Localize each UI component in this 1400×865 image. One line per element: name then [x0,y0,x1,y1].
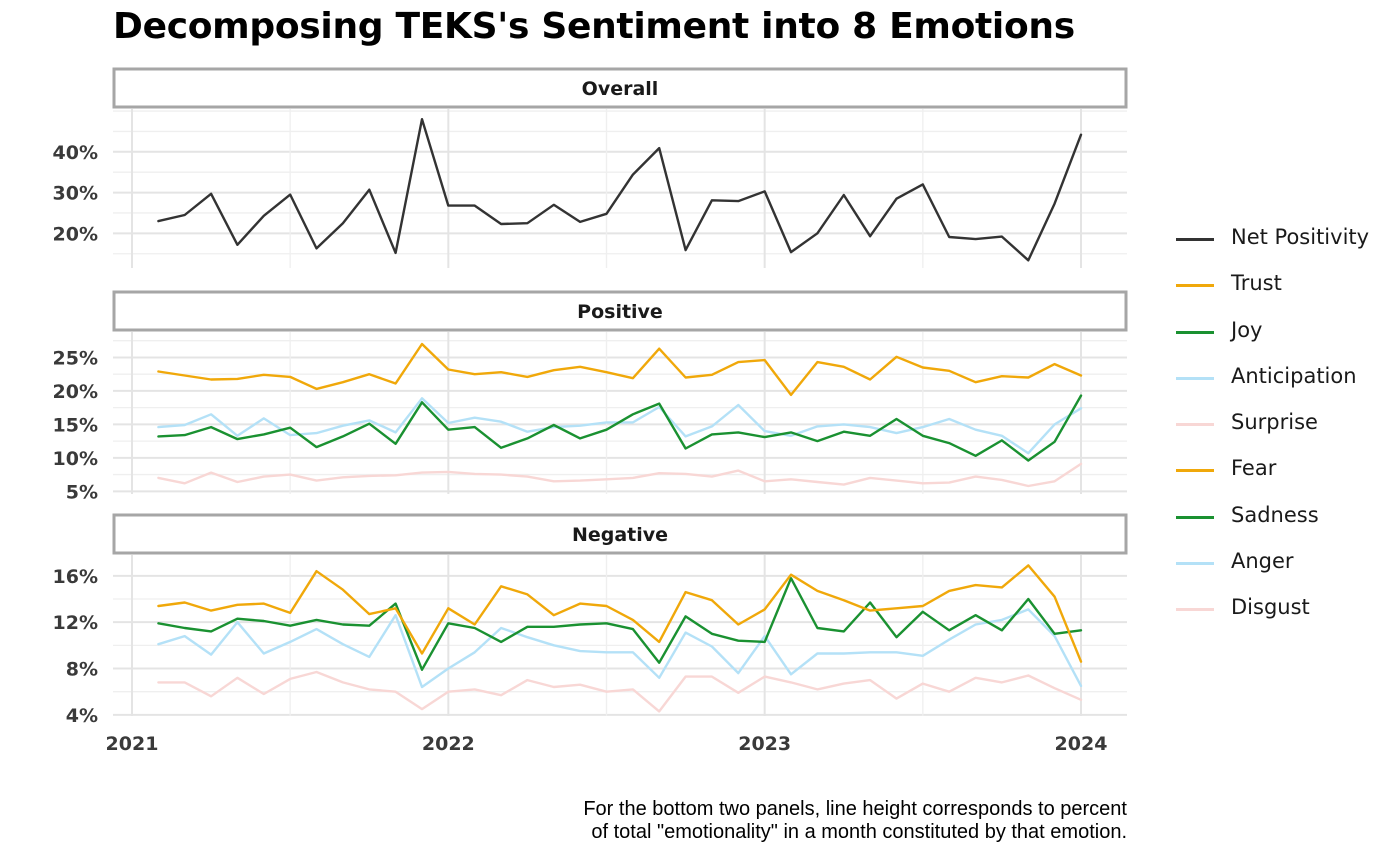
legend-label: Joy [1231,317,1263,342]
facet-strip-label: Positive [577,301,663,323]
facet-strip-positive [112,290,1128,332]
y-tick-label: 40% [53,142,98,164]
facet-strip-negative [112,513,1128,555]
facet-strip-label: Overall [582,78,659,100]
y-tick-label: 15% [53,414,98,436]
facet-panel-negative: Negative 4% 8% 12% 16% [53,513,1128,727]
legend-label: Net Positivity [1231,225,1370,249]
y-tick-label: 16% [53,566,98,588]
series-line-anticipation [157,397,1083,455]
x-tick-label: 2021 [106,733,159,755]
series-line-disgust [157,670,1083,713]
chart-caption: For the bottom two panels, line height c… [583,798,1127,844]
series-line-joy [157,394,1083,462]
legend-swatch [1176,238,1214,241]
y-tick-label: 10% [53,448,98,470]
y-tick-label: 4% [66,705,98,727]
legend-swatch [1176,423,1214,427]
series-line-net-positivity [157,117,1083,262]
legend-swatch [1176,330,1214,334]
series-line-trust [157,342,1083,397]
caption-line-1: For the bottom two panels, line height c… [583,798,1127,820]
legend-label: Fear [1231,456,1277,481]
y-tick-label: 5% [66,481,98,503]
x-tick-label: 2024 [1055,733,1108,755]
series-line-fear [157,564,1083,663]
y-tick-label: 30% [53,183,98,205]
legend-swatch [1176,608,1214,612]
series-line-sadness [157,577,1083,671]
y-tick-label: 20% [53,223,98,245]
x-tick-label: 2023 [738,733,791,755]
y-tick-label: 12% [53,612,98,634]
chart-title: Decomposing TEKS's Sentiment into 8 Emot… [113,6,1075,47]
legend-swatch [1176,376,1214,380]
facet-strip-overall [112,67,1128,109]
legend-label: Surprise [1231,410,1318,435]
legend-label: Trust [1231,271,1282,296]
x-tick-label: 2022 [422,733,475,755]
y-tick-label: 20% [53,381,98,403]
legend-label: Sadness [1231,502,1319,527]
legend-swatch [1176,515,1214,519]
facet-panel-overall: Overall 20% 30% 40% [53,67,1128,268]
facet-panel-positive: Positive 5% 10% 15% 20% 25% [53,290,1128,503]
legend-label: Disgust [1231,595,1310,620]
y-tick-label: 8% [66,659,98,681]
series-line-anger [157,608,1083,689]
caption-line-2: of total "emotionality" in a month const… [591,821,1127,843]
legend-swatch [1176,562,1214,566]
facet-strip-label: Negative [572,524,668,546]
legend-swatch [1176,469,1214,473]
legend-label: Anticipation [1231,363,1357,388]
legend-label: Anger [1231,549,1294,574]
y-tick-label: 25% [53,347,98,369]
legend-swatch [1176,284,1214,288]
series-line-surprise [157,462,1083,488]
